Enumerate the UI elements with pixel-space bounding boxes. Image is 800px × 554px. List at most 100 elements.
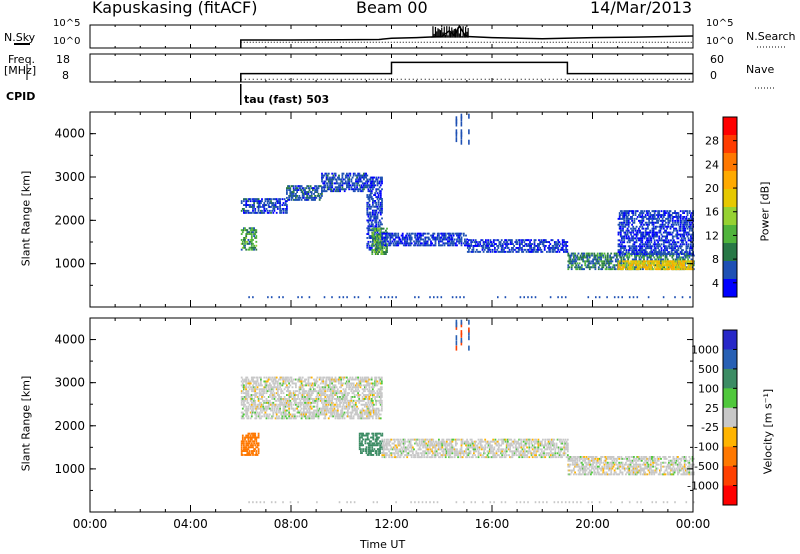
power-cell [286,200,288,203]
power-cell [690,225,692,228]
power-cell [650,260,653,263]
velocity-cell [274,382,277,385]
power-cell [634,237,637,240]
velocity-cell [326,407,329,410]
velocity-cell [356,405,358,408]
velocity-cell [357,396,359,398]
power-cell [286,208,288,210]
velocity-cell [292,409,295,412]
velocity-cell [276,407,279,410]
power-cell [679,225,682,228]
power-cell [312,187,314,190]
power-cell [680,245,683,248]
power-cell [379,198,382,200]
power-cell [671,254,674,257]
velocity-cell [273,394,276,396]
velocity-cell [366,405,368,408]
power-cell [639,249,641,252]
power-cell [374,184,377,187]
power-cell [335,190,338,193]
power-cell [381,244,384,247]
velocity-cell [261,398,263,400]
power-cell [619,217,622,220]
power-cell [329,186,331,189]
velocity-cell [360,409,363,412]
power-cell [639,229,641,232]
power-cell [445,242,448,245]
velocity-cell [335,394,338,396]
power-cell [687,253,690,255]
power-cell [605,258,608,261]
power-cell [639,243,641,246]
power-cell [593,256,596,259]
power-cell [371,231,374,234]
power-cell [624,233,627,236]
power-cell [509,243,512,245]
velocity-cell [241,415,244,418]
power-cell [617,223,620,226]
velocity-cell [360,378,363,381]
velocity-cell [307,394,310,396]
velocity-cell [260,405,262,408]
velocity-cell [296,411,298,414]
velocity-cell [323,394,326,396]
power-cell [513,245,515,247]
velocity-cell [357,415,359,418]
power-cell [250,239,253,241]
power-cell [449,242,452,245]
velocity-cell [333,394,336,396]
power-cell [644,260,647,263]
power-cell [368,223,371,226]
velocity-cell [299,388,302,391]
velocity-cell [262,405,264,408]
power-cell [647,262,649,265]
power-cell [662,210,665,213]
velocity-cell [283,396,286,398]
velocity-cell [347,378,349,381]
power-cell [617,296,620,299]
velocity-cell [354,390,357,393]
power-cell [626,233,629,236]
power-cell [645,221,648,224]
power-cell [481,248,484,251]
power-cell [543,241,546,243]
power-cell [468,250,470,253]
velocity-cell [278,396,280,398]
power-cell [611,266,614,269]
power-cell [666,233,668,236]
power-cell [619,264,622,267]
velocity-cell [340,386,342,389]
velocity-cell [328,388,331,391]
power-cell [305,193,307,195]
power-cell [653,243,656,246]
power-cell [264,204,267,206]
power-cell [680,221,683,224]
power-cell [312,196,314,199]
velocity-cell [260,380,262,383]
velocity-cell [293,378,296,381]
power-cell [367,215,370,218]
power-cell [628,264,631,267]
power-cell [337,188,339,191]
power-cell [373,213,375,216]
velocity-cell [338,399,340,402]
power-cell [404,236,406,239]
power-cell [680,260,683,263]
velocity-cell [258,417,261,420]
velocity-cell [319,390,322,393]
power-cell [337,182,339,185]
power-cell [257,198,260,201]
power-cell [475,245,478,247]
power-cell [451,232,454,235]
power-cell [254,233,257,235]
power-cell [379,243,382,246]
power-cell [568,262,571,265]
power-cell [661,214,664,216]
power-cell [584,260,587,263]
power-cell [506,241,509,243]
power-cell [367,229,370,232]
power-cell [241,246,244,249]
velocity-cell [328,380,331,383]
velocity-cell [272,382,275,385]
power-cell [491,245,494,247]
